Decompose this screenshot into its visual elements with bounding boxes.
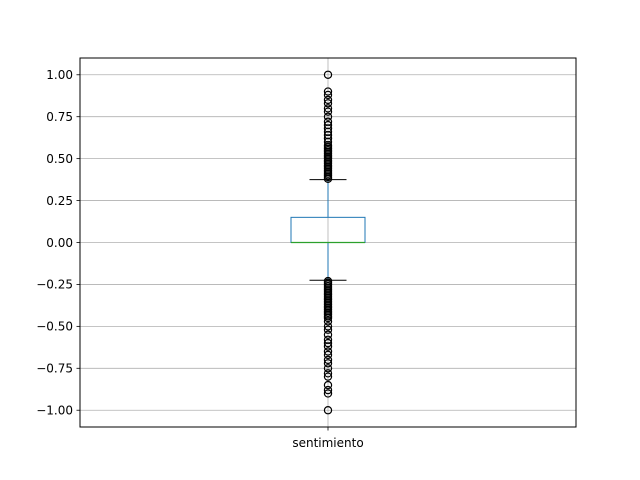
outlier-point: [323, 90, 333, 100]
y-tick-label: −1.00: [36, 404, 73, 418]
outlier-point: [323, 99, 333, 108]
outlier-point: [323, 87, 333, 96]
outlier-point: [323, 350, 333, 360]
outlier-point: [323, 317, 333, 326]
outlier-point: [323, 359, 333, 368]
y-tick-label: −0.25: [36, 278, 73, 292]
outlier-point: [323, 338, 333, 348]
y-tick-label: 0.75: [46, 110, 73, 124]
outlier-point: [323, 342, 333, 351]
x-axis-ticks: sentimiento: [292, 427, 364, 450]
outlier-point: [323, 347, 333, 356]
outlier-point: [323, 325, 333, 334]
outlier-point: [323, 385, 333, 395]
outlier-point: [323, 406, 333, 415]
outlier-points: [323, 70, 333, 415]
outlier-point: [323, 355, 333, 365]
outlier-point: [323, 369, 333, 378]
outlier-point: [323, 70, 333, 79]
outlier-point: [323, 112, 333, 121]
x-tick-label: sentimiento: [292, 436, 363, 450]
outlier-point: [323, 104, 333, 113]
outlier-point: [323, 107, 333, 116]
y-tick-label: 0.50: [46, 152, 73, 166]
outlier-point: [323, 174, 333, 183]
outlier-point: [323, 364, 333, 373]
outlier-point: [323, 330, 333, 339]
outlier-point: [323, 380, 333, 390]
outlier-point: [323, 95, 333, 105]
y-tick-label: −0.75: [36, 362, 73, 376]
y-tick-label: 0.00: [46, 236, 73, 250]
outlier-point: [323, 389, 333, 398]
outlier-point: [323, 372, 333, 381]
outlier-point: [323, 313, 333, 323]
y-tick-label: 1.00: [46, 68, 73, 82]
y-tick-label: 0.25: [46, 194, 73, 208]
y-axis-ticks: −1.00 −0.75 −0.50 −0.25 0.00 0.25 0.50 0.75 1.00: [36, 68, 80, 418]
y-tick-label: −0.50: [36, 320, 73, 334]
outlier-point: [323, 322, 333, 331]
